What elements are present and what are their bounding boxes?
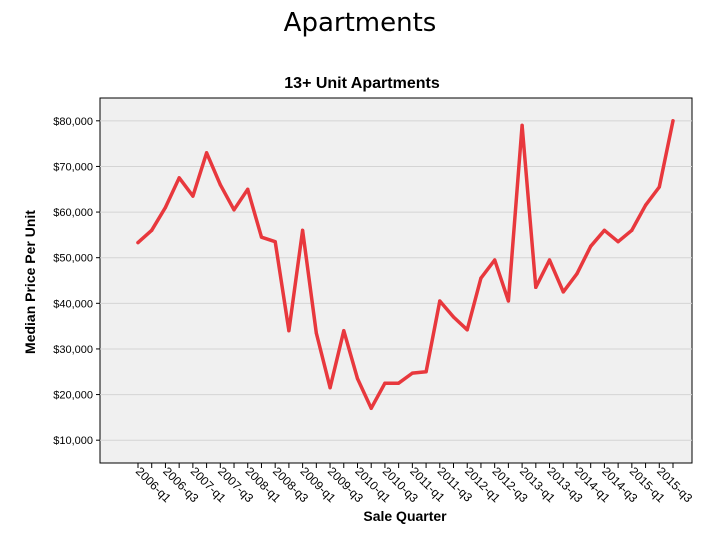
data-point: [287, 329, 291, 333]
y-tick-label: $60,000: [53, 207, 93, 219]
x-axis-label: Sale Quarter: [363, 508, 447, 524]
data-point: [136, 241, 140, 245]
data-point: [575, 272, 579, 276]
data-point: [424, 370, 428, 374]
data-point: [177, 176, 181, 180]
data-point: [163, 205, 168, 210]
data-point: [657, 185, 661, 189]
y-tick-label: $20,000: [53, 390, 93, 402]
data-point: [246, 187, 250, 191]
data-point: [630, 228, 634, 232]
data-point: [643, 203, 648, 207]
data-point: [342, 329, 346, 333]
data-point: [191, 194, 195, 198]
y-tick-label: $50,000: [53, 253, 93, 265]
plot-area: [99, 97, 693, 464]
data-point: [314, 331, 318, 335]
data-point: [410, 371, 414, 375]
data-point: [589, 244, 593, 248]
data-point: [397, 381, 401, 385]
grid-lines: [100, 120, 692, 441]
data-point: [534, 285, 538, 289]
slide-title: Apartments: [283, 8, 437, 38]
data-point: [493, 258, 497, 262]
data-point: [520, 123, 524, 127]
data-point: [616, 240, 620, 244]
data-point: [301, 228, 305, 232]
data-point: [232, 208, 236, 212]
data-point: [506, 299, 510, 303]
series-points: [136, 119, 675, 410]
y-tick-label: $80,000: [53, 116, 93, 128]
data-point: [218, 183, 222, 187]
y-tick-label: $70,000: [53, 161, 93, 173]
data-point: [438, 299, 442, 303]
data-point: [602, 228, 607, 232]
data-point: [150, 228, 154, 232]
y-axis: $10,000 $20,000 $30,000 $40,000 $50,000 $60,0…: [53, 116, 100, 447]
data-point: [479, 276, 483, 280]
data-point: [547, 258, 552, 262]
data-point: [561, 290, 565, 294]
data-point: [383, 381, 387, 385]
series-line: [136, 119, 675, 411]
y-tick-label: $30,000: [53, 344, 93, 356]
data-point: [355, 376, 360, 381]
x-axis: 2006-q12006-q32007-q12007-q32008-q12008-…: [133, 463, 695, 505]
chart-title: 13+ Unit Apartments: [284, 75, 440, 92]
data-point: [369, 406, 373, 410]
data-point: [259, 235, 264, 239]
data-point: [273, 240, 277, 244]
data-point: [451, 315, 456, 319]
y-tick-label: $10,000: [53, 435, 93, 447]
y-axis-label: Median Price Per Unit: [22, 210, 38, 354]
data-point: [671, 119, 675, 123]
data-point: [465, 328, 469, 332]
data-point: [204, 151, 209, 155]
data-point: [328, 386, 332, 390]
y-tick-label: $40,000: [53, 298, 93, 310]
